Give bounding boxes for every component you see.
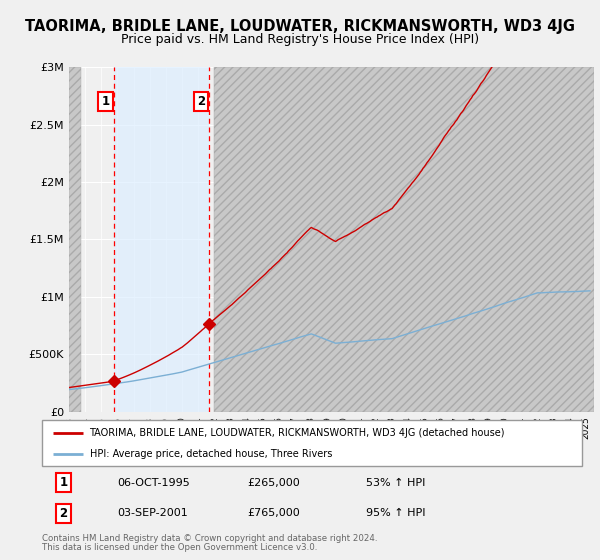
Text: 2: 2: [59, 507, 68, 520]
Bar: [113, 67, 209, 412]
Text: 95% ↑ HPI: 95% ↑ HPI: [366, 508, 425, 519]
Bar: [69, 67, 81, 412]
Text: Price paid vs. HM Land Registry's House Price Index (HPI): Price paid vs. HM Land Registry's House …: [121, 32, 479, 46]
Text: 1: 1: [101, 95, 110, 108]
Text: 1: 1: [59, 476, 68, 489]
FancyBboxPatch shape: [42, 420, 582, 466]
Text: TAORIMA, BRIDLE LANE, LOUDWATER, RICKMANSWORTH, WD3 4JG (detached house): TAORIMA, BRIDLE LANE, LOUDWATER, RICKMAN…: [89, 428, 505, 438]
Text: 06-OCT-1995: 06-OCT-1995: [118, 478, 190, 488]
Bar: [214, 67, 594, 412]
Text: HPI: Average price, detached house, Three Rivers: HPI: Average price, detached house, Thre…: [89, 450, 332, 459]
Text: 53% ↑ HPI: 53% ↑ HPI: [366, 478, 425, 488]
Text: 2: 2: [197, 95, 205, 108]
Text: This data is licensed under the Open Government Licence v3.0.: This data is licensed under the Open Gov…: [42, 543, 317, 552]
Text: 03-SEP-2001: 03-SEP-2001: [118, 508, 188, 519]
Text: TAORIMA, BRIDLE LANE, LOUDWATER, RICKMANSWORTH, WD3 4JG: TAORIMA, BRIDLE LANE, LOUDWATER, RICKMAN…: [25, 20, 575, 34]
Text: £765,000: £765,000: [247, 508, 300, 519]
Text: Contains HM Land Registry data © Crown copyright and database right 2024.: Contains HM Land Registry data © Crown c…: [42, 534, 377, 543]
Text: £265,000: £265,000: [247, 478, 300, 488]
